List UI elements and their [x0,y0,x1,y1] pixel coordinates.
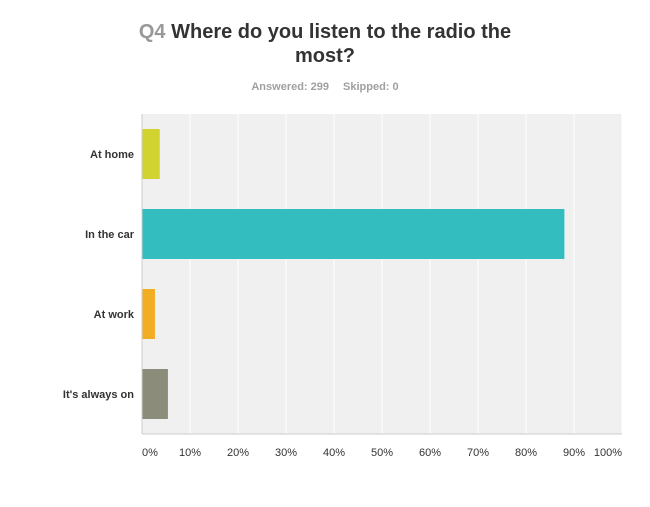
question-text-line1: Where do you listen to the radio the [171,21,512,43]
bar [142,129,160,179]
x-tick-label: 60% [419,447,441,459]
x-tick-label: 10% [179,447,201,459]
x-tick-label: 20% [227,447,249,459]
question-title: Q4 Where do you listen to the radio the … [100,20,550,68]
x-tick-label: 50% [371,447,393,459]
x-tick-labels: 0% 10% 20% 30% 40% 50% 60% 70% 80% 90% 100% [142,447,622,459]
bars [142,129,565,419]
bar [142,289,155,339]
x-tick-label: 90% [563,447,585,459]
skipped-count: Skipped: 0 [343,81,399,93]
category-labels: At home In the car At work It's always on [63,149,135,401]
x-tick-label: 0% [142,447,158,459]
question-text-line2: most? [295,45,355,67]
answered-count: Answered: 299 [251,81,330,93]
bar [142,369,168,419]
category-label: In the car [85,229,135,241]
category-label: It's always on [63,389,134,401]
x-tick-label: 100% [594,447,622,459]
question-number: Q4 [138,21,166,43]
x-tick-label: 80% [515,447,537,459]
x-tick-label: 40% [323,447,345,459]
category-label: At work [94,309,135,321]
response-stats: Answered: 299 Skipped: 0 [100,81,550,93]
bar [142,209,565,259]
x-tick-label: 70% [467,447,489,459]
grid-lines [189,114,623,434]
category-label: At home [90,149,134,161]
x-tick-label: 30% [275,447,297,459]
